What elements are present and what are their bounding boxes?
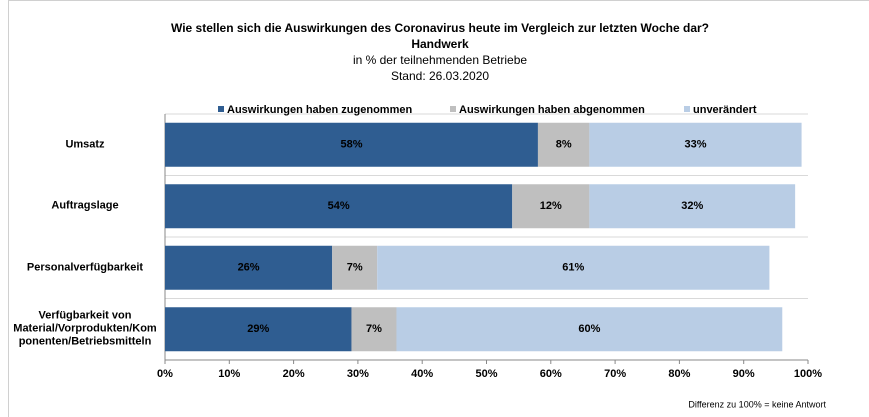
data-label: 12% — [540, 200, 562, 212]
bar-segment — [537, 122, 590, 167]
chart-title: Wie stellen sich die Auswirkungen des Co… — [171, 21, 709, 35]
x-tick-label: 30% — [347, 368, 369, 380]
legend-label: Auswirkungen haben zugenommen — [227, 104, 412, 116]
x-tick-label: 50% — [475, 368, 497, 380]
data-label: 7% — [366, 323, 382, 335]
bar-segment — [351, 307, 397, 352]
legend-swatch — [450, 106, 456, 112]
x-tick-label: 40% — [411, 368, 433, 380]
bar-segment — [377, 245, 770, 290]
x-tick-label: 0% — [157, 368, 173, 380]
data-label: 33% — [684, 139, 706, 151]
x-tick-label: 10% — [218, 368, 240, 380]
y-tick-label: Personalverfügbarkeit — [26, 261, 144, 274]
x-tick-label: 80% — [668, 368, 690, 380]
legend-label: unverändert — [693, 104, 757, 116]
x-tick-label: 20% — [283, 368, 305, 380]
data-label: 61% — [562, 262, 584, 274]
legend-swatch — [684, 106, 690, 112]
unit-note: in % der teilnehmenden Betriebe — [353, 53, 527, 67]
legend-swatch — [218, 106, 224, 112]
bar-segment — [589, 122, 802, 167]
chart-subtitle: Handwerk — [411, 37, 469, 51]
bar-segment — [589, 184, 796, 229]
date-note: Stand: 26.03.2020 — [391, 69, 489, 83]
x-tick-label: 90% — [733, 368, 755, 380]
data-label: 58% — [340, 139, 362, 151]
bar-segment — [165, 122, 538, 167]
data-label: 8% — [556, 139, 572, 151]
y-tick-label: Auftragslage — [51, 199, 119, 212]
footnote: Differenz zu 100% = keine Antwort — [688, 399, 826, 409]
x-tick-label: 70% — [604, 368, 626, 380]
bar-segment — [165, 245, 333, 290]
data-label: 29% — [247, 323, 269, 335]
data-label: 54% — [328, 200, 350, 212]
data-label: 7% — [347, 262, 363, 274]
bar-segment — [512, 184, 590, 229]
x-tick-label: 60% — [540, 368, 562, 380]
bar-segment — [165, 307, 352, 352]
data-label: 60% — [578, 323, 600, 335]
bar-segment — [396, 307, 783, 352]
y-tick-label: Verfügbarkeit von Material/Vorprodukten/… — [13, 309, 157, 348]
x-tick-label: 100% — [794, 368, 822, 380]
legend-label: Auswirkungen haben abgenommen — [459, 104, 645, 116]
data-label: 26% — [238, 262, 260, 274]
bar-segment — [332, 245, 378, 290]
data-label: 32% — [681, 200, 703, 212]
bar-segment — [165, 184, 513, 229]
y-tick-label: Umsatz — [65, 138, 105, 151]
